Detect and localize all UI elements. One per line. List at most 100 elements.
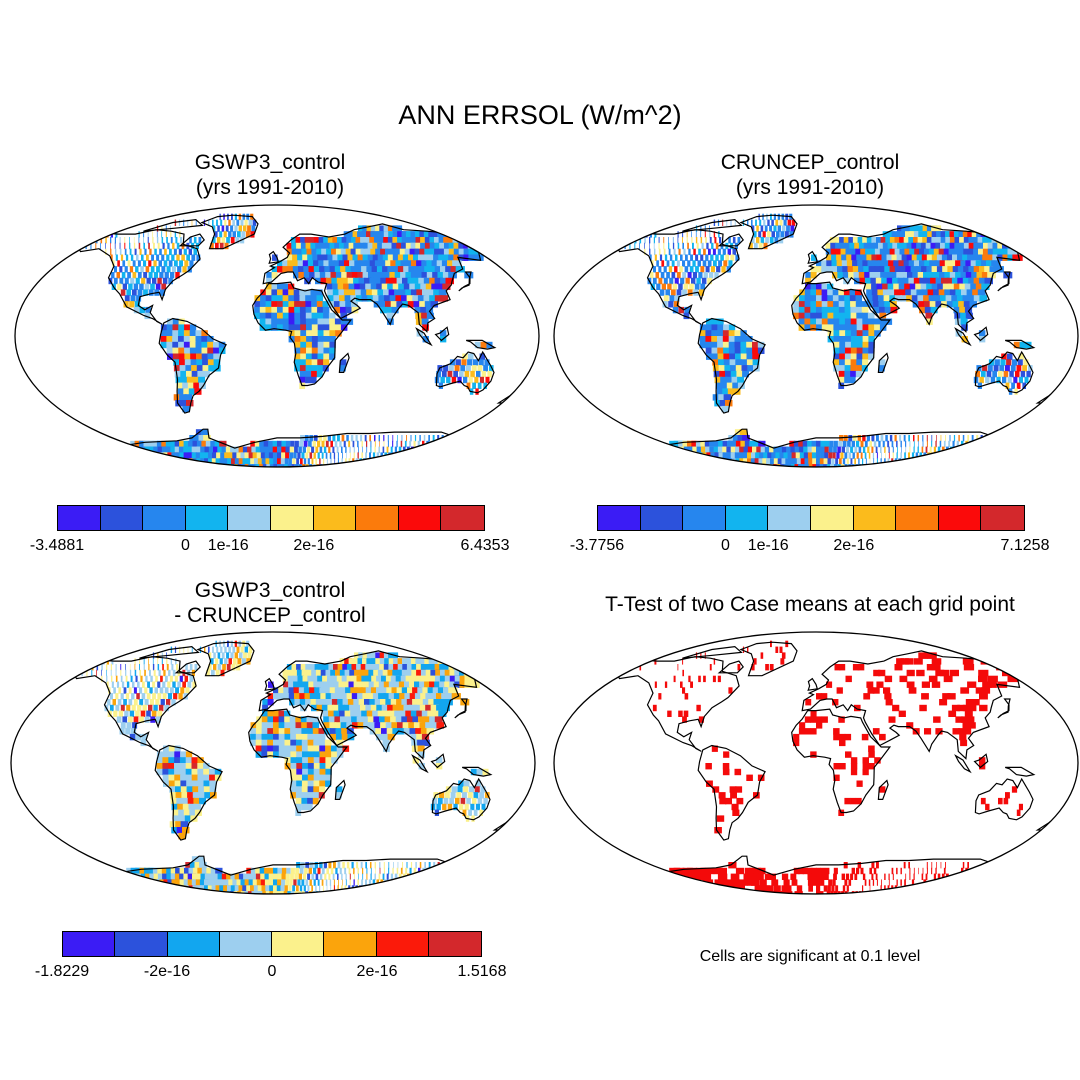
grid-cell	[1016, 365, 1022, 372]
grid-cell	[708, 885, 720, 892]
grid-cell	[306, 716, 314, 723]
grid-cell	[1003, 370, 1009, 378]
grid-cell	[284, 722, 291, 729]
grid-cell	[139, 306, 145, 314]
grid-cell	[300, 353, 307, 360]
grid-cell	[734, 341, 742, 349]
grid-cell	[335, 248, 344, 256]
grid-cell	[649, 248, 651, 256]
grid-cell	[660, 272, 665, 279]
grid-cell	[313, 774, 320, 781]
grid-cell	[309, 435, 314, 442]
grid-cell	[876, 452, 878, 459]
grid-cell	[397, 862, 399, 869]
grid-cell	[868, 330, 875, 337]
grid-cell	[289, 699, 296, 706]
grid-cell	[224, 242, 229, 250]
grid-cell	[464, 440, 469, 448]
grid-cell	[156, 751, 164, 758]
grid-cell	[682, 237, 683, 244]
grid-cell	[913, 867, 915, 875]
grid-cell	[264, 452, 270, 459]
grid-cell	[423, 295, 432, 302]
grid-cell	[686, 879, 698, 886]
grid-cell	[334, 687, 342, 694]
grid-cell	[119, 873, 132, 880]
grid-cell	[884, 458, 886, 465]
grid-cell	[266, 277, 273, 285]
grid-cell	[429, 681, 439, 688]
grid-cell	[742, 219, 745, 226]
grid-cell	[836, 452, 840, 459]
grid-cell	[163, 669, 166, 677]
grid-cell	[871, 237, 879, 244]
grid-cell	[448, 272, 457, 279]
grid-cell	[174, 757, 181, 764]
grid-cell	[723, 751, 730, 758]
grid-cell	[126, 722, 132, 729]
grid-cell	[663, 277, 668, 285]
grid-cell	[479, 376, 484, 384]
grid-cell	[959, 458, 967, 465]
grid-cell	[364, 260, 373, 267]
grid-cell	[173, 359, 181, 366]
grid-cell	[629, 867, 642, 875]
coastline	[791, 281, 892, 387]
grid-cell	[867, 260, 875, 267]
grid-cell	[141, 277, 146, 285]
grid-cell	[457, 376, 462, 384]
grid-cell	[340, 687, 348, 694]
grid-cell	[317, 879, 320, 886]
grid-cell	[861, 301, 869, 308]
grid-cell	[919, 260, 927, 267]
grid-cell	[114, 242, 116, 250]
grid-cell	[140, 675, 143, 683]
grid-cell	[466, 237, 478, 244]
grid-cell	[464, 370, 470, 378]
grid-cell	[212, 219, 214, 226]
grid-cell	[250, 867, 257, 875]
grid-cell	[398, 446, 402, 453]
grid-cell	[396, 867, 399, 875]
grid-cell	[280, 885, 285, 892]
grid-cell	[965, 312, 973, 320]
grid-cell	[390, 873, 393, 880]
grid-cell	[283, 891, 288, 894]
grid-cell	[323, 446, 327, 453]
grid-cell	[709, 664, 712, 671]
grid-cell	[909, 446, 911, 453]
grid-cell	[871, 435, 875, 442]
grid-cell	[299, 306, 307, 314]
grid-cell	[435, 867, 439, 875]
grid-cell	[973, 867, 977, 875]
grid-cell	[885, 452, 886, 459]
grid-cell	[265, 295, 272, 302]
grid-cell	[839, 242, 847, 250]
grid-cell	[899, 289, 907, 296]
grid-cell	[173, 458, 185, 465]
grid-cell	[346, 452, 347, 459]
grid-cell	[115, 704, 120, 712]
grid-cell	[209, 768, 216, 776]
grid-cell	[302, 254, 309, 261]
grid-cell	[912, 464, 914, 467]
grid-cell	[228, 658, 232, 665]
grid-cell	[716, 266, 721, 273]
grid-cell	[460, 440, 465, 448]
grid-cell	[361, 295, 369, 302]
grid-cell	[419, 862, 422, 869]
grid-cell	[836, 260, 843, 267]
grid-cell	[412, 885, 420, 892]
grid-cell	[351, 891, 353, 894]
grid-cell	[890, 272, 899, 279]
grid-cell	[696, 242, 699, 250]
grid-cell	[397, 669, 407, 677]
grid-cell	[336, 693, 344, 700]
grid-cell	[919, 464, 921, 467]
grid-cell	[882, 440, 885, 448]
coastline	[466, 339, 497, 350]
grid-cell	[839, 353, 846, 360]
grid-cell	[401, 669, 412, 677]
grid-cell	[654, 885, 670, 892]
grid-cell	[717, 675, 721, 683]
